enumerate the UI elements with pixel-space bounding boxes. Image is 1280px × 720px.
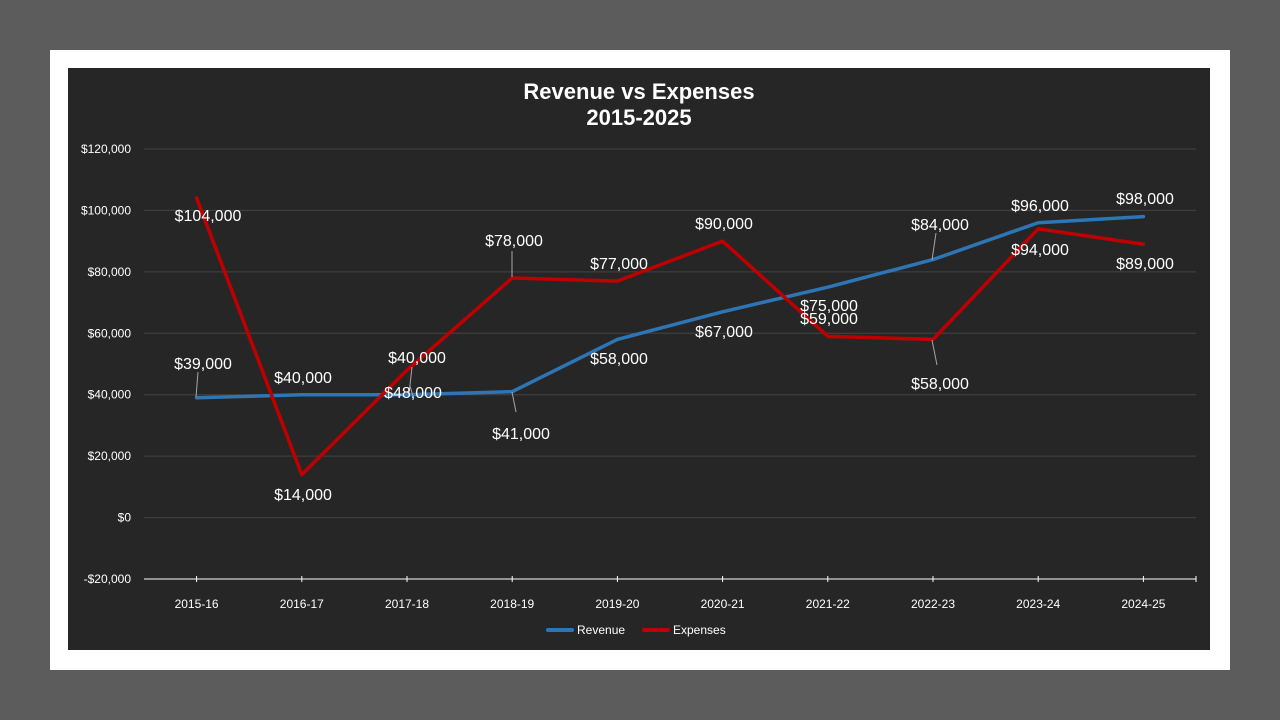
legend-label: Expenses [673, 623, 726, 637]
chart-title: Revenue vs Expenses 2015-2025 [68, 79, 1210, 131]
x-tick-label: 2017-18 [385, 597, 429, 611]
y-tick-label: $20,000 [88, 449, 132, 463]
data-label: $14,000 [274, 487, 332, 504]
data-label: $75,000 [800, 298, 858, 315]
y-tick-label: $60,000 [88, 326, 132, 340]
leader-line [408, 366, 413, 395]
y-tick-label: $100,000 [81, 203, 131, 217]
data-label: $90,000 [695, 216, 753, 233]
data-label: $41,000 [492, 426, 550, 443]
leader-line [931, 339, 938, 366]
data-label: $78,000 [485, 233, 543, 250]
data-label: $96,000 [1011, 198, 1069, 215]
x-tick-label: 2015-16 [175, 597, 219, 611]
y-tick-label: $120,000 [81, 142, 131, 156]
x-tick-label: 2024-25 [1121, 597, 1165, 611]
y-tick-label: $0 [118, 511, 132, 525]
x-tick-label: 2019-20 [595, 597, 639, 611]
series-line-revenue [194, 214, 1146, 400]
x-tick-label: 2021-22 [806, 597, 850, 611]
legend-label: Revenue [577, 623, 625, 637]
data-label: $67,000 [695, 324, 753, 341]
x-tick-label: 2016-17 [280, 597, 324, 611]
data-label: $40,000 [274, 370, 332, 387]
data-label: $48,000 [384, 385, 442, 402]
y-tick-label: $40,000 [88, 388, 132, 402]
x-tick-label: 2020-21 [701, 597, 745, 611]
leader-line [511, 391, 517, 413]
data-label: $104,000 [175, 208, 242, 225]
data-label: $39,000 [174, 356, 232, 373]
leader-line [195, 371, 199, 398]
data-label: $94,000 [1011, 242, 1069, 259]
x-tick-label: 2023-24 [1016, 597, 1060, 611]
y-tick-label: -$20,000 [84, 572, 132, 586]
data-label: $77,000 [590, 256, 648, 273]
data-label: $89,000 [1116, 256, 1174, 273]
data-label: $59,000 [800, 311, 858, 328]
leader-line [931, 232, 937, 261]
data-label: $58,000 [590, 351, 648, 368]
data-label: $58,000 [911, 376, 969, 393]
y-tick-label: $80,000 [88, 265, 132, 279]
x-tick-label: 2022-23 [911, 597, 955, 611]
chart-title-line2: 2015-2025 [586, 105, 692, 130]
data-label: $98,000 [1116, 191, 1174, 208]
leader-line [409, 385, 414, 397]
data-label: $84,000 [911, 217, 969, 234]
data-label: $40,000 [388, 350, 446, 367]
chart-title-line1: Revenue vs Expenses [523, 79, 755, 104]
series-line-expenses [194, 196, 1146, 477]
x-tick-label: 2018-19 [490, 597, 534, 611]
